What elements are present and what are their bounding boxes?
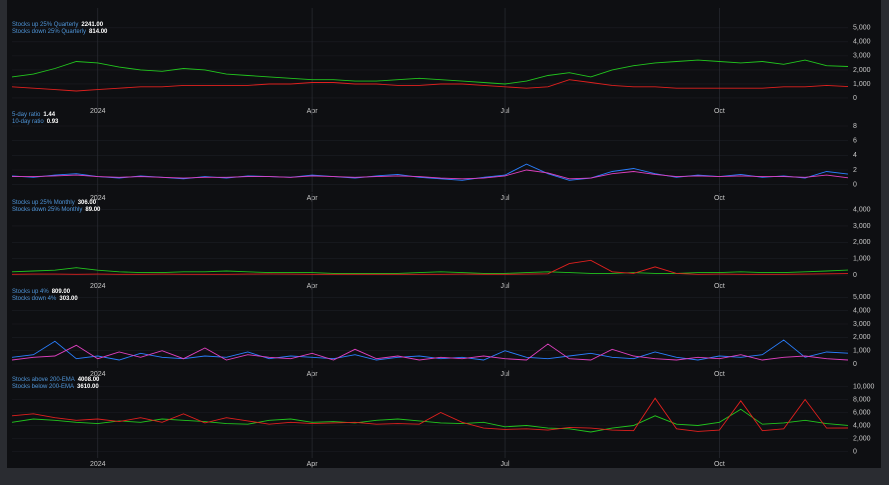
legend-entry: 10-day ratio 0.93 — [12, 119, 59, 125]
legend-value: 306.00 — [78, 200, 97, 206]
series-line — [12, 169, 849, 180]
legend-value: 89.00 — [85, 207, 101, 213]
y-tick-label: 0 — [853, 272, 857, 279]
legend-value: 0.93 — [47, 119, 59, 125]
y-tick-label: 2,000 — [853, 67, 871, 74]
y-tick-label: 2,000 — [853, 239, 871, 246]
y-tick-label: 0 — [853, 182, 857, 189]
legend-entry: Stocks up 4% 809.00 — [12, 289, 71, 295]
x-tick-label: 2024 — [90, 461, 106, 468]
y-tick-label: 0 — [853, 448, 857, 455]
legend-value: 3610.00 — [77, 384, 99, 390]
y-tick-label: 2,000 — [853, 334, 871, 341]
y-tick-label: 4,000 — [853, 206, 871, 213]
legend-name: Stocks down 25% Monthly — [12, 207, 82, 213]
series-line — [11, 408, 849, 433]
y-tick-label: 1,000 — [853, 256, 871, 263]
legend-entry: Stocks down 25% Monthly 89.00 — [12, 207, 101, 213]
series-line — [11, 79, 849, 92]
legend-value: 1.44 — [43, 112, 55, 118]
x-tick-label: Oct — [714, 461, 725, 468]
legend-entry: Stocks below 200-EMA 3610.00 — [12, 384, 99, 390]
legend-entry: 5-day ratio 1.44 — [12, 112, 56, 118]
legend-entry: Stocks above 200-EMA 4008.00 — [12, 377, 100, 383]
legend-name: Stocks down 4% — [12, 296, 57, 302]
legend-name: Stocks up 25% Quarterly — [12, 22, 78, 28]
series-line — [11, 343, 849, 361]
series-line — [11, 397, 849, 432]
y-tick-label: 0 — [853, 361, 857, 368]
series-line — [11, 59, 849, 85]
legend-entry: Stocks down 25% Quarterly 814.00 — [12, 29, 108, 35]
y-tick-label: 1,000 — [853, 348, 871, 355]
y-tick-label: 4 — [853, 152, 857, 159]
y-tick-label: 2 — [853, 167, 857, 174]
legend-value: 2241.00 — [81, 22, 103, 28]
legend-name: Stocks up 4% — [12, 289, 49, 295]
x-tick-label: Jul — [501, 461, 510, 468]
legend-name: Stocks below 200-EMA — [12, 384, 74, 390]
y-tick-label: 6 — [853, 138, 857, 145]
y-tick-label: 3,000 — [853, 223, 871, 230]
y-tick-label: 2,000 — [853, 435, 871, 442]
y-tick-label: 3,000 — [853, 53, 871, 60]
legend-name: Stocks down 25% Quarterly — [12, 29, 86, 35]
y-tick-label: 5,000 — [853, 294, 871, 301]
y-tick-label: 3,000 — [853, 321, 871, 328]
legend-name: Stocks up 25% Monthly — [12, 200, 75, 206]
series-line — [11, 259, 849, 275]
y-tick-label: 8,000 — [853, 396, 871, 403]
legend-entry: Stocks down 4% 303.00 — [12, 296, 78, 302]
y-tick-label: 5,000 — [853, 25, 871, 32]
legend-entry: Stocks up 25% Monthly 306.00 — [12, 200, 97, 206]
legend-name: 10-day ratio — [12, 119, 44, 125]
series-line — [11, 267, 849, 274]
legend-value: 4008.00 — [78, 377, 100, 383]
chart-background — [7, 0, 881, 468]
y-tick-label: 6,000 — [853, 409, 871, 416]
legend-entry: Stocks up 25% Quarterly 2241.00 — [12, 22, 104, 28]
x-tick-label: Apr — [307, 461, 319, 468]
y-tick-label: 10,000 — [853, 383, 875, 390]
y-tick-label: 1,000 — [853, 81, 871, 88]
legend-name: 5-day ratio — [12, 112, 41, 118]
y-tick-label: 8 — [853, 123, 857, 130]
legend-value: 303.00 — [59, 296, 78, 302]
legend-value: 809.00 — [52, 289, 71, 295]
y-tick-label: 4,000 — [853, 39, 871, 46]
legend-name: Stocks above 200-EMA — [12, 377, 75, 383]
y-tick-label: 0 — [853, 95, 857, 102]
legend-value: 814.00 — [89, 29, 108, 35]
y-tick-label: 4,000 — [853, 422, 871, 429]
y-tick-label: 4,000 — [853, 308, 871, 315]
